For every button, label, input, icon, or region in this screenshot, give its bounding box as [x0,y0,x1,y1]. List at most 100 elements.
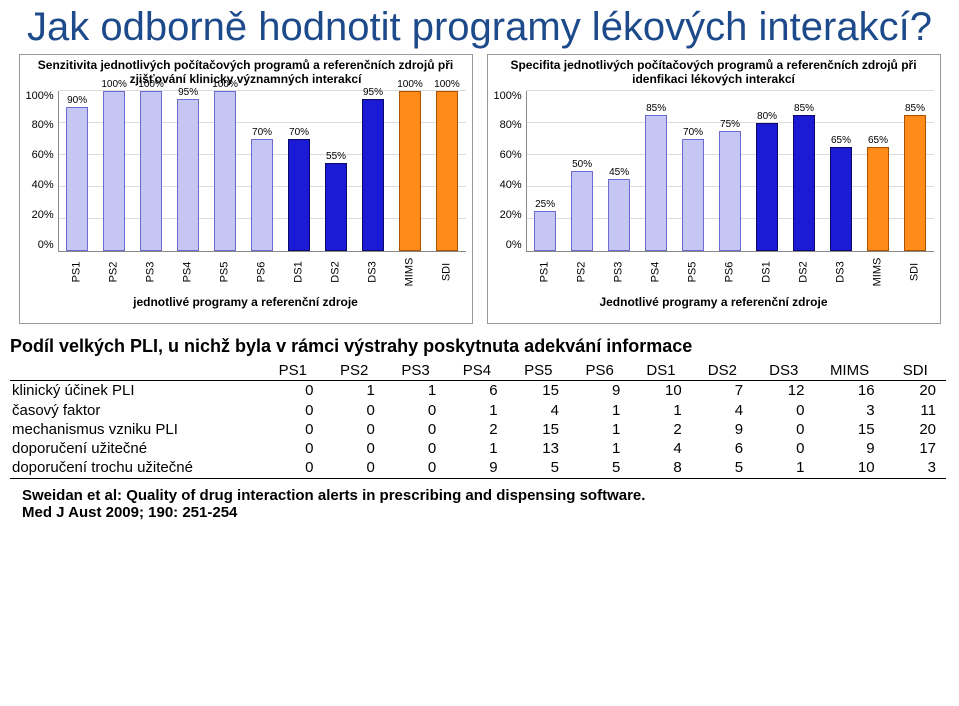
row-label: časový faktor [10,401,262,420]
cell: 0 [262,420,323,439]
col-header: MIMS [814,361,884,381]
xlabel-PS6: PS6 [255,253,269,290]
data-table: PS1PS2PS3PS4PS5PS6DS1DS2DS3MIMSSDIklinic… [10,361,946,479]
xlabel-PS5: PS5 [217,253,231,290]
cell: 0 [262,401,323,420]
cell: 0 [385,401,446,420]
xlabel-PS1: PS1 [537,253,551,290]
row-label: klinický účinek PLI [10,381,262,401]
cell: 9 [814,439,884,458]
table-row: doporučení užitečné0001131460917 [10,439,946,458]
cell: 0 [385,458,446,478]
cell: 15 [508,381,569,401]
cell: 0 [323,401,384,420]
table-caption: Podíl velkých PLI, u nichž byla v rámci … [10,336,949,357]
bar-SDI [436,91,458,251]
col-header: SDI [885,361,946,381]
bar-label-PS1: 25% [535,199,555,210]
cell: 4 [630,439,691,458]
sensitivity-xaxis: PS1PS2PS3PS4PS5PS6DS1DS2DS3MIMSSDI [58,251,466,295]
cell: 5 [692,458,753,478]
bar-PS6 [251,139,273,251]
xlabel-PS2: PS2 [106,253,120,290]
specificity-chart: Specifita jednotlivých počítačových prog… [487,54,941,324]
col-header: PS4 [446,361,507,381]
xlabel-PS4: PS4 [648,253,662,290]
xlabel-DS1: DS1 [292,253,306,290]
bar-PS2 [571,171,593,251]
col-header [10,361,262,381]
cell: 0 [262,381,323,401]
bar-label-PS3: 100% [138,79,164,90]
bar-DS2 [325,163,347,251]
xlabel-MIMS: MIMS [403,253,417,290]
cell: 1 [446,439,507,458]
table-row: doporučení trochu užitečné000955851103 [10,458,946,478]
cell: 1 [569,439,630,458]
bar-label-PS5: 100% [212,79,238,90]
bar-label-DS2: 55% [326,151,346,162]
xlabel-PS3: PS3 [611,253,625,290]
xlabel-PS3: PS3 [143,253,157,290]
col-header: PS1 [262,361,323,381]
specificity-chart-title: Specifita jednotlivých počítačových prog… [494,59,934,87]
cell: 1 [385,381,446,401]
page-title: Jak odborně hodnotit programy lékových i… [10,6,949,48]
cell: 10 [814,458,884,478]
row-label: doporučení trochu užitečné [10,458,262,478]
bar-PS5 [214,91,236,251]
xlabel-DS2: DS2 [797,253,811,290]
specificity-axis-caption: Jednotlivé programy a referenční zdroje [494,295,934,309]
cell: 0 [262,458,323,478]
bar-PS1 [66,107,88,251]
cell: 20 [885,420,946,439]
bar-PS5 [682,139,704,251]
bar-label-DS3: 65% [831,135,851,146]
table-row: klinický účinek PLI0116159107121620 [10,381,946,401]
cell: 2 [446,420,507,439]
cell: 1 [569,420,630,439]
bar-label-PS6: 70% [252,127,272,138]
bar-label-MIMS: 100% [397,79,423,90]
cell: 0 [753,439,814,458]
cell: 4 [692,401,753,420]
bar-DS1 [756,123,778,251]
xlabel-SDI: SDI [908,253,922,290]
cell: 9 [446,458,507,478]
cell: 1 [630,401,691,420]
xlabel-PS5: PS5 [685,253,699,290]
bar-DS3 [830,147,852,251]
xlabel-DS2: DS2 [329,253,343,290]
cell: 16 [814,381,884,401]
sensitivity-yaxis: 100%80%60%40%20%0% [26,91,58,251]
cell: 4 [508,401,569,420]
cell: 7 [692,381,753,401]
bar-PS1 [534,211,556,251]
cell: 6 [692,439,753,458]
xlabel-SDI: SDI [440,253,454,290]
cell: 8 [630,458,691,478]
specificity-xaxis: PS1PS2PS3PS4PS5PS6DS1DS2DS3MIMSSDI [526,251,934,295]
sensitivity-axis-caption: jednotlivé programy a referenční zdroje [26,295,466,309]
row-label: doporučení užitečné [10,439,262,458]
sensitivity-chart: Senzitivita jednotlivých počítačových pr… [19,54,473,324]
cell: 3 [814,401,884,420]
bar-label-SDI: 85% [905,103,925,114]
cell: 9 [692,420,753,439]
bar-label-MIMS: 65% [868,135,888,146]
cell: 0 [323,439,384,458]
bar-MIMS [399,91,421,251]
cell: 13 [508,439,569,458]
reference-line-2: Med J Aust 2009; 190: 251-254 [22,504,237,521]
bar-label-DS2: 85% [794,103,814,114]
cell: 0 [753,401,814,420]
bar-DS1 [288,139,310,251]
cell: 20 [885,381,946,401]
cell: 5 [508,458,569,478]
xlabel-DS3: DS3 [834,253,848,290]
table-row: časový faktor000141140311 [10,401,946,420]
bar-label-SDI: 100% [434,79,460,90]
cell: 15 [508,420,569,439]
cell: 6 [446,381,507,401]
bar-label-PS2: 50% [572,159,592,170]
